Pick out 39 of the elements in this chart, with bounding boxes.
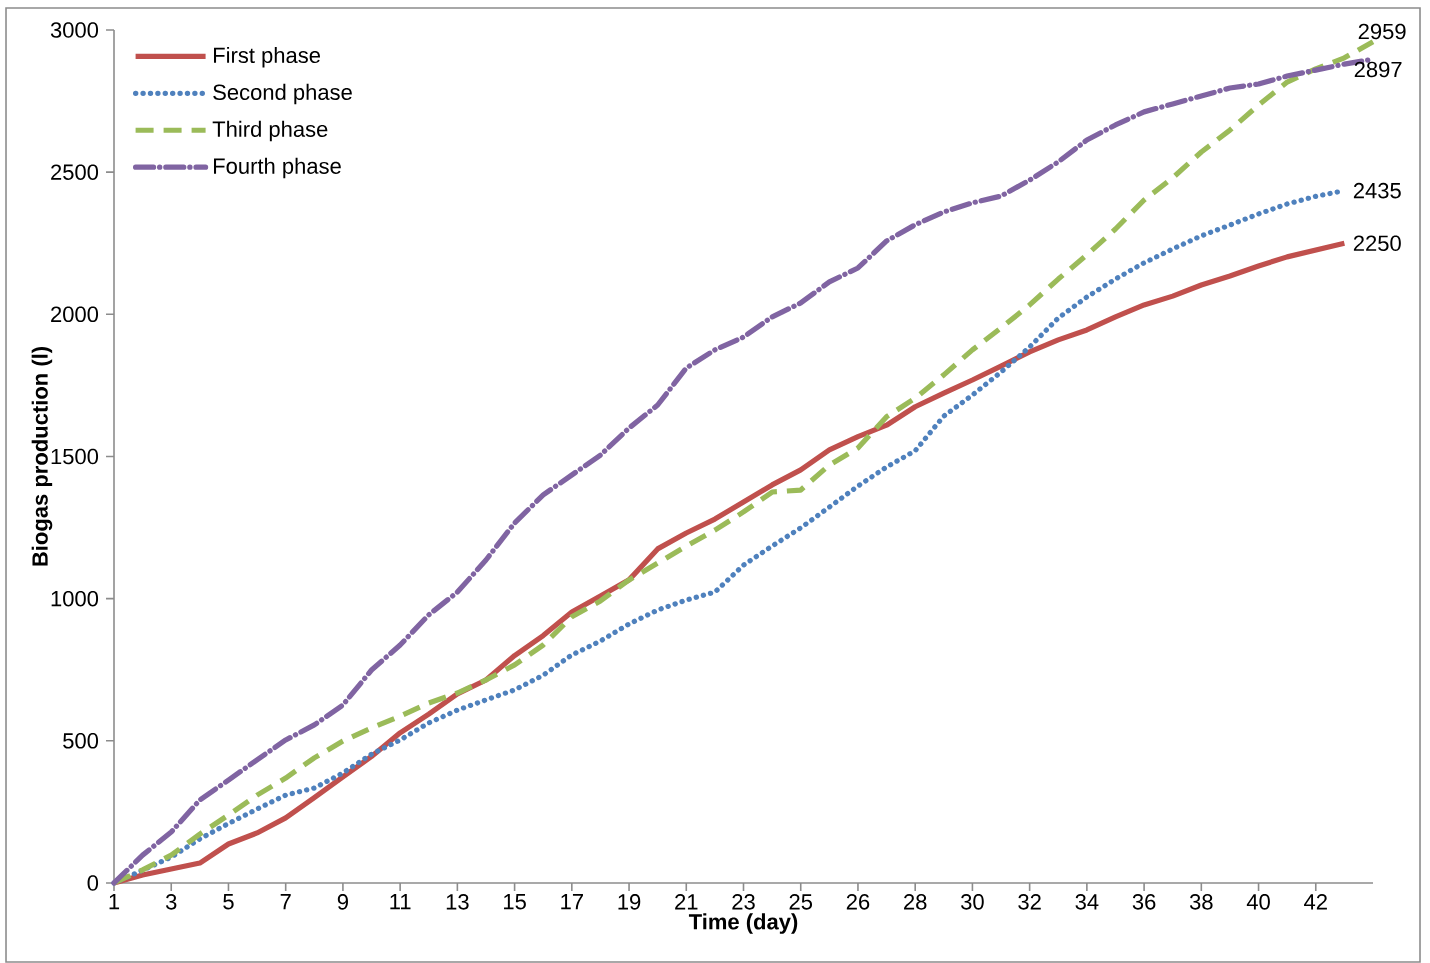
x-tick-label: 30 [961,894,984,910]
y-tick-label: 2500 [51,164,99,180]
x-tick-label: 34 [1075,894,1099,910]
y-tick-label: 0 [87,875,99,891]
data-label: 2435 [1353,182,1401,199]
x-tick-label: 3 [165,894,177,910]
x-axis-title: Time (day) [688,913,798,934]
x-tick-label: 28 [904,894,927,910]
data-label: 2897 [1354,61,1402,78]
y-tick-label: 1000 [51,590,99,607]
y-tick-label: 1500 [51,448,99,465]
x-tick-label: 36 [1132,894,1156,910]
legend-label: Third phase [212,120,328,142]
data-label: 2250 [1353,235,1401,252]
x-tick-label: 42 [1304,894,1327,910]
x-tick-label: 11 [390,894,411,910]
x-tick-label: 19 [618,894,641,910]
y-tick-label: 3000 [50,22,99,38]
y-tick-label: 2000 [51,306,99,323]
data-label: 2959 [1358,23,1406,40]
x-tick-label: 9 [337,894,348,910]
x-tick-label: 25 [789,894,813,910]
x-tick-label: 23 [732,894,755,910]
x-tick-label: 5 [223,894,234,910]
x-tick-label: 7 [280,894,291,910]
legend-label: Fourth phase [214,157,341,179]
x-tick-label: 15 [504,894,526,910]
x-tick-label: 40 [1246,894,1270,910]
y-tick-label: 500 [63,733,99,749]
x-tick-label: 17 [561,894,583,910]
x-tick-label: 26 [846,894,870,910]
x-tick-label: 21 [675,894,698,910]
legend-label: Second phase [213,83,352,105]
legend-label: First phase [214,46,321,68]
x-tick-label: 1 [109,894,120,910]
y-axis-title: Biogas production (l) [31,346,53,566]
x-tick-label: 13 [446,894,469,910]
x-tick-label: 32 [1018,894,1041,910]
x-tick-label: 38 [1189,894,1213,910]
